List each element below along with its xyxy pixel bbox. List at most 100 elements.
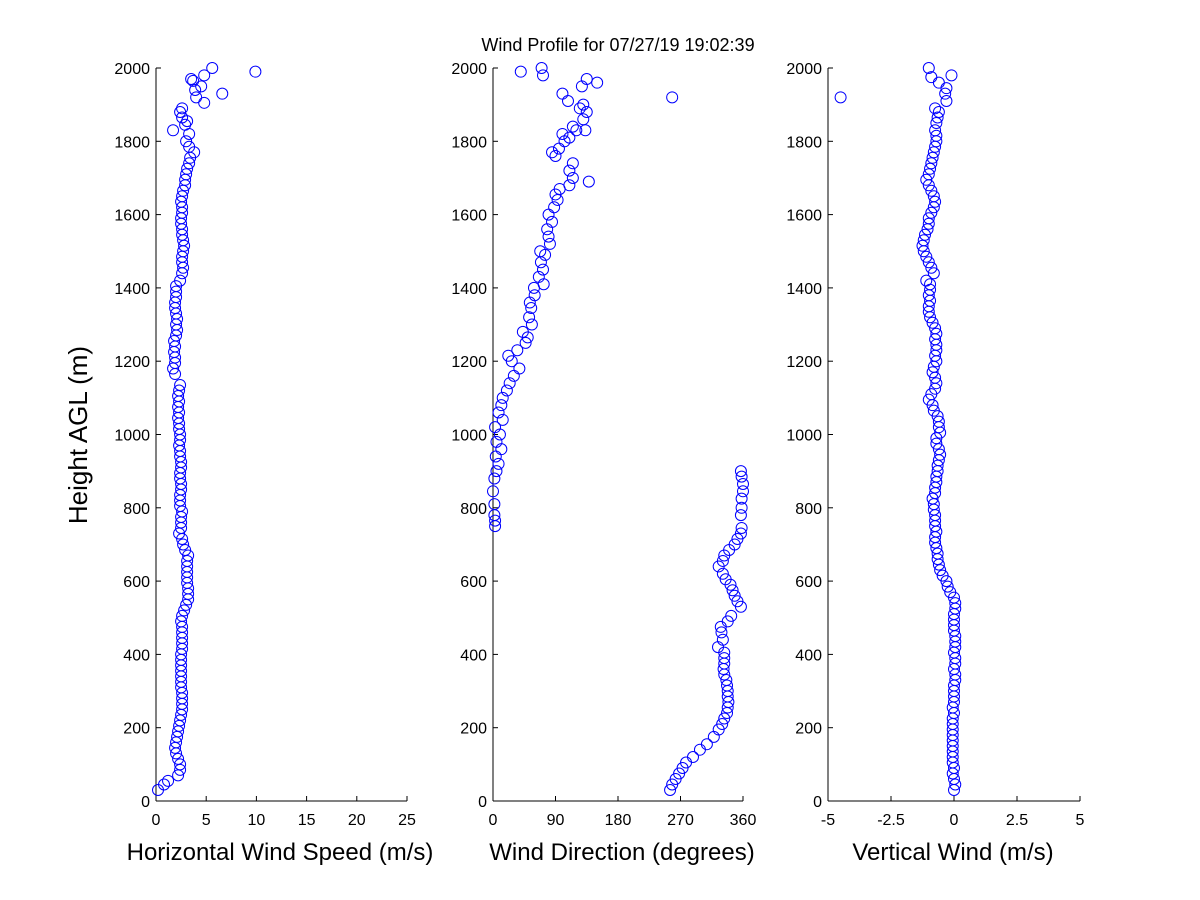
- data-point: [573, 102, 586, 115]
- data-point: [930, 437, 943, 450]
- data-point: [556, 87, 569, 100]
- y-tick-label: 600: [795, 574, 822, 591]
- data-point: [542, 230, 555, 243]
- data-point: [926, 316, 939, 329]
- data-point: [489, 421, 502, 434]
- data-point: [728, 589, 741, 602]
- data-point: [537, 263, 549, 276]
- data-point: [577, 98, 590, 111]
- data-point: [577, 113, 590, 126]
- data-point: [546, 215, 559, 228]
- y-tick-label: 2000: [114, 61, 150, 78]
- data-point: [922, 212, 935, 225]
- data-point: [919, 228, 932, 241]
- y-tick-label: 400: [460, 647, 487, 664]
- data-point: [924, 278, 937, 291]
- data-point: [925, 261, 938, 274]
- y-tick-label: 200: [123, 721, 150, 738]
- data-point: [490, 435, 503, 448]
- y-tick-label: 400: [123, 647, 150, 664]
- data-point: [941, 580, 954, 593]
- y-tick-label: 2000: [786, 61, 822, 78]
- data-point: [920, 173, 933, 186]
- data-point: [931, 547, 944, 560]
- data-point: [175, 615, 188, 628]
- panel-horizontal-wind-speed: 0 200 400 600 800 1000 1200 1400 1600 1800 2000 0 5 1…: [114, 61, 433, 866]
- data-point: [490, 465, 503, 478]
- data-point: [834, 91, 847, 104]
- data-point: [537, 69, 549, 82]
- data-point: [582, 175, 595, 188]
- data-point: [496, 413, 509, 426]
- data-point: [566, 157, 579, 170]
- data-point: [174, 758, 187, 771]
- data-point: [177, 538, 190, 551]
- data-point: [546, 146, 559, 159]
- data-point: [580, 72, 593, 85]
- data-point: [932, 105, 945, 118]
- y-tick-label: 1400: [451, 281, 487, 298]
- data-point: [183, 157, 196, 170]
- y-tick-label: 1000: [451, 428, 487, 445]
- data-point: [940, 94, 953, 107]
- x-tick-label: 180: [605, 812, 632, 829]
- data-point: [936, 569, 949, 582]
- data-point: [720, 674, 733, 687]
- data-point: [718, 652, 731, 665]
- x-axis-label: Vertical Wind (m/s): [852, 839, 1053, 866]
- data-point: [716, 554, 729, 567]
- y-tick-label: 0: [478, 794, 487, 811]
- data-point: [563, 179, 576, 192]
- data-point: [735, 501, 748, 514]
- data-point: [735, 521, 748, 534]
- data-point: [172, 752, 185, 765]
- data-point: [922, 217, 935, 230]
- data-point: [513, 362, 526, 375]
- data-point: [716, 567, 729, 580]
- data-point: [719, 573, 732, 586]
- y-tick-label: 800: [460, 501, 487, 518]
- data-point: [734, 465, 747, 478]
- x-tick-label: 360: [730, 812, 757, 829]
- y-tick-label: 1800: [786, 134, 822, 151]
- y-tick-label: 1000: [114, 428, 150, 445]
- data-point: [735, 470, 748, 483]
- panel-vertical-wind: 0 200 400 600 800 1000 1200 1400 1600 1800 2000 -5 -…: [786, 61, 1084, 866]
- data-point: [181, 162, 194, 175]
- x-tick-label: 10: [248, 812, 266, 829]
- data-point: [548, 201, 561, 214]
- data-point: [500, 384, 513, 397]
- y-tick-label: 1600: [786, 208, 822, 225]
- data-point: [927, 146, 940, 159]
- data-point: [496, 391, 509, 404]
- y-tick-label: 0: [813, 794, 822, 811]
- data-point: [170, 285, 183, 298]
- data-point: [187, 74, 200, 87]
- y-tick-label: 200: [460, 721, 487, 738]
- data-point: [920, 250, 933, 263]
- data-point: [566, 120, 579, 133]
- data-point: [922, 168, 935, 181]
- data-point: [563, 131, 576, 144]
- data-point: [176, 190, 189, 203]
- data-point: [929, 124, 942, 137]
- data-point: [664, 784, 677, 797]
- data-point: [198, 69, 211, 82]
- data-point: [249, 65, 262, 78]
- x-axis-label: Wind Direction (degrees): [489, 839, 754, 866]
- data-point: [176, 609, 189, 622]
- data-point: [930, 116, 943, 129]
- y-tick-label: 600: [460, 574, 487, 591]
- data-point: [929, 195, 942, 208]
- y-tick-label: 200: [795, 721, 822, 738]
- shared-y-axis-label: Height AGL (m): [63, 346, 93, 524]
- data-point: [920, 274, 933, 287]
- x-axis-label: Horizontal Wind Speed (m/s): [127, 839, 434, 866]
- data-point: [737, 477, 749, 490]
- data-point: [718, 712, 731, 725]
- data-point: [929, 102, 942, 115]
- data-point: [922, 62, 935, 74]
- data-point: [726, 584, 739, 597]
